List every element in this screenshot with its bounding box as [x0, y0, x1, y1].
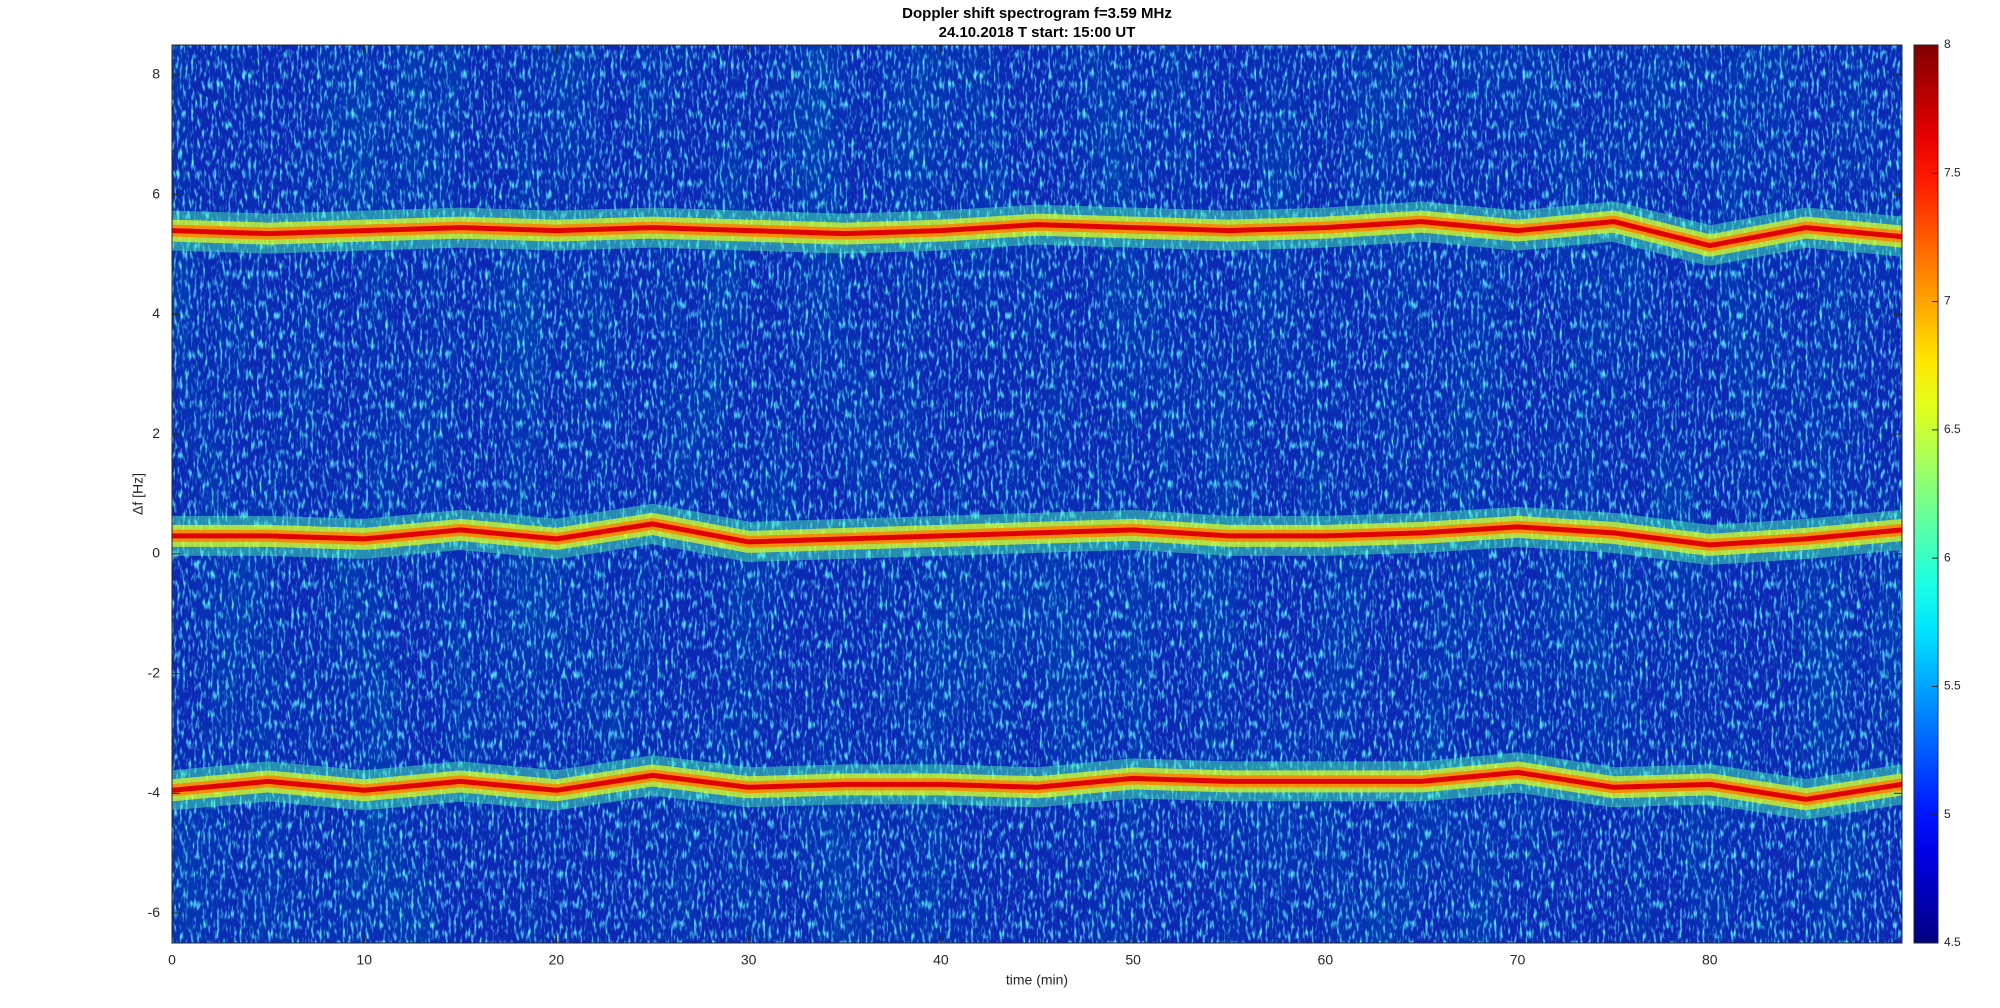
y-axis-label: Δf [Hz]: [130, 473, 146, 515]
y-tick-label: -6: [148, 904, 161, 920]
colorbar-tick-label: 7.5: [1944, 165, 1961, 179]
colorbar-tick-label: 4.5: [1944, 935, 1961, 949]
x-tick-label: 40: [933, 952, 949, 968]
x-tick-label: 50: [1125, 952, 1141, 968]
colorbar-tick-label: 6.5: [1944, 422, 1961, 436]
chart-title: Doppler shift spectrogram f=3.59 MHz: [902, 5, 1172, 22]
x-tick-label: 70: [1510, 952, 1526, 968]
colorbar: [1913, 44, 1939, 944]
colorbar-tick-label: 7: [1944, 294, 1951, 308]
x-tick-label: 20: [549, 952, 565, 968]
trace-line: [172, 521, 1902, 548]
y-tick-label: -2: [148, 664, 161, 680]
spectrogram-background: [172, 45, 1902, 943]
colorbar-tick-label: 8: [1944, 37, 1951, 51]
colorbar-tick-label: 6: [1944, 550, 1951, 564]
plot-frame: [171, 44, 1903, 944]
y-tick-label: 8: [152, 66, 160, 82]
colorbar-tick-label: 5.5: [1944, 679, 1961, 693]
trace-line: [172, 219, 1902, 249]
y-tick-label: 4: [152, 305, 160, 321]
traces: [172, 201, 1902, 820]
x-tick-label: 80: [1702, 952, 1718, 968]
trace-line: [172, 769, 1902, 802]
y-tick-label: 6: [152, 185, 160, 201]
y-tick-label: -4: [148, 784, 161, 800]
x-tick-label: 30: [741, 952, 757, 968]
x-tick-label: 60: [1318, 952, 1334, 968]
y-tick-label: 0: [152, 545, 160, 561]
x-tick-label: 10: [356, 952, 372, 968]
chart-subtitle: 24.10.2018 T start: 15:00 UT: [939, 24, 1136, 41]
y-tick-label: 2: [152, 425, 160, 441]
x-tick-label: 0: [168, 952, 176, 968]
x-axis-label: time (min): [1006, 972, 1068, 988]
colorbar-tick-label: 5: [1944, 807, 1951, 821]
